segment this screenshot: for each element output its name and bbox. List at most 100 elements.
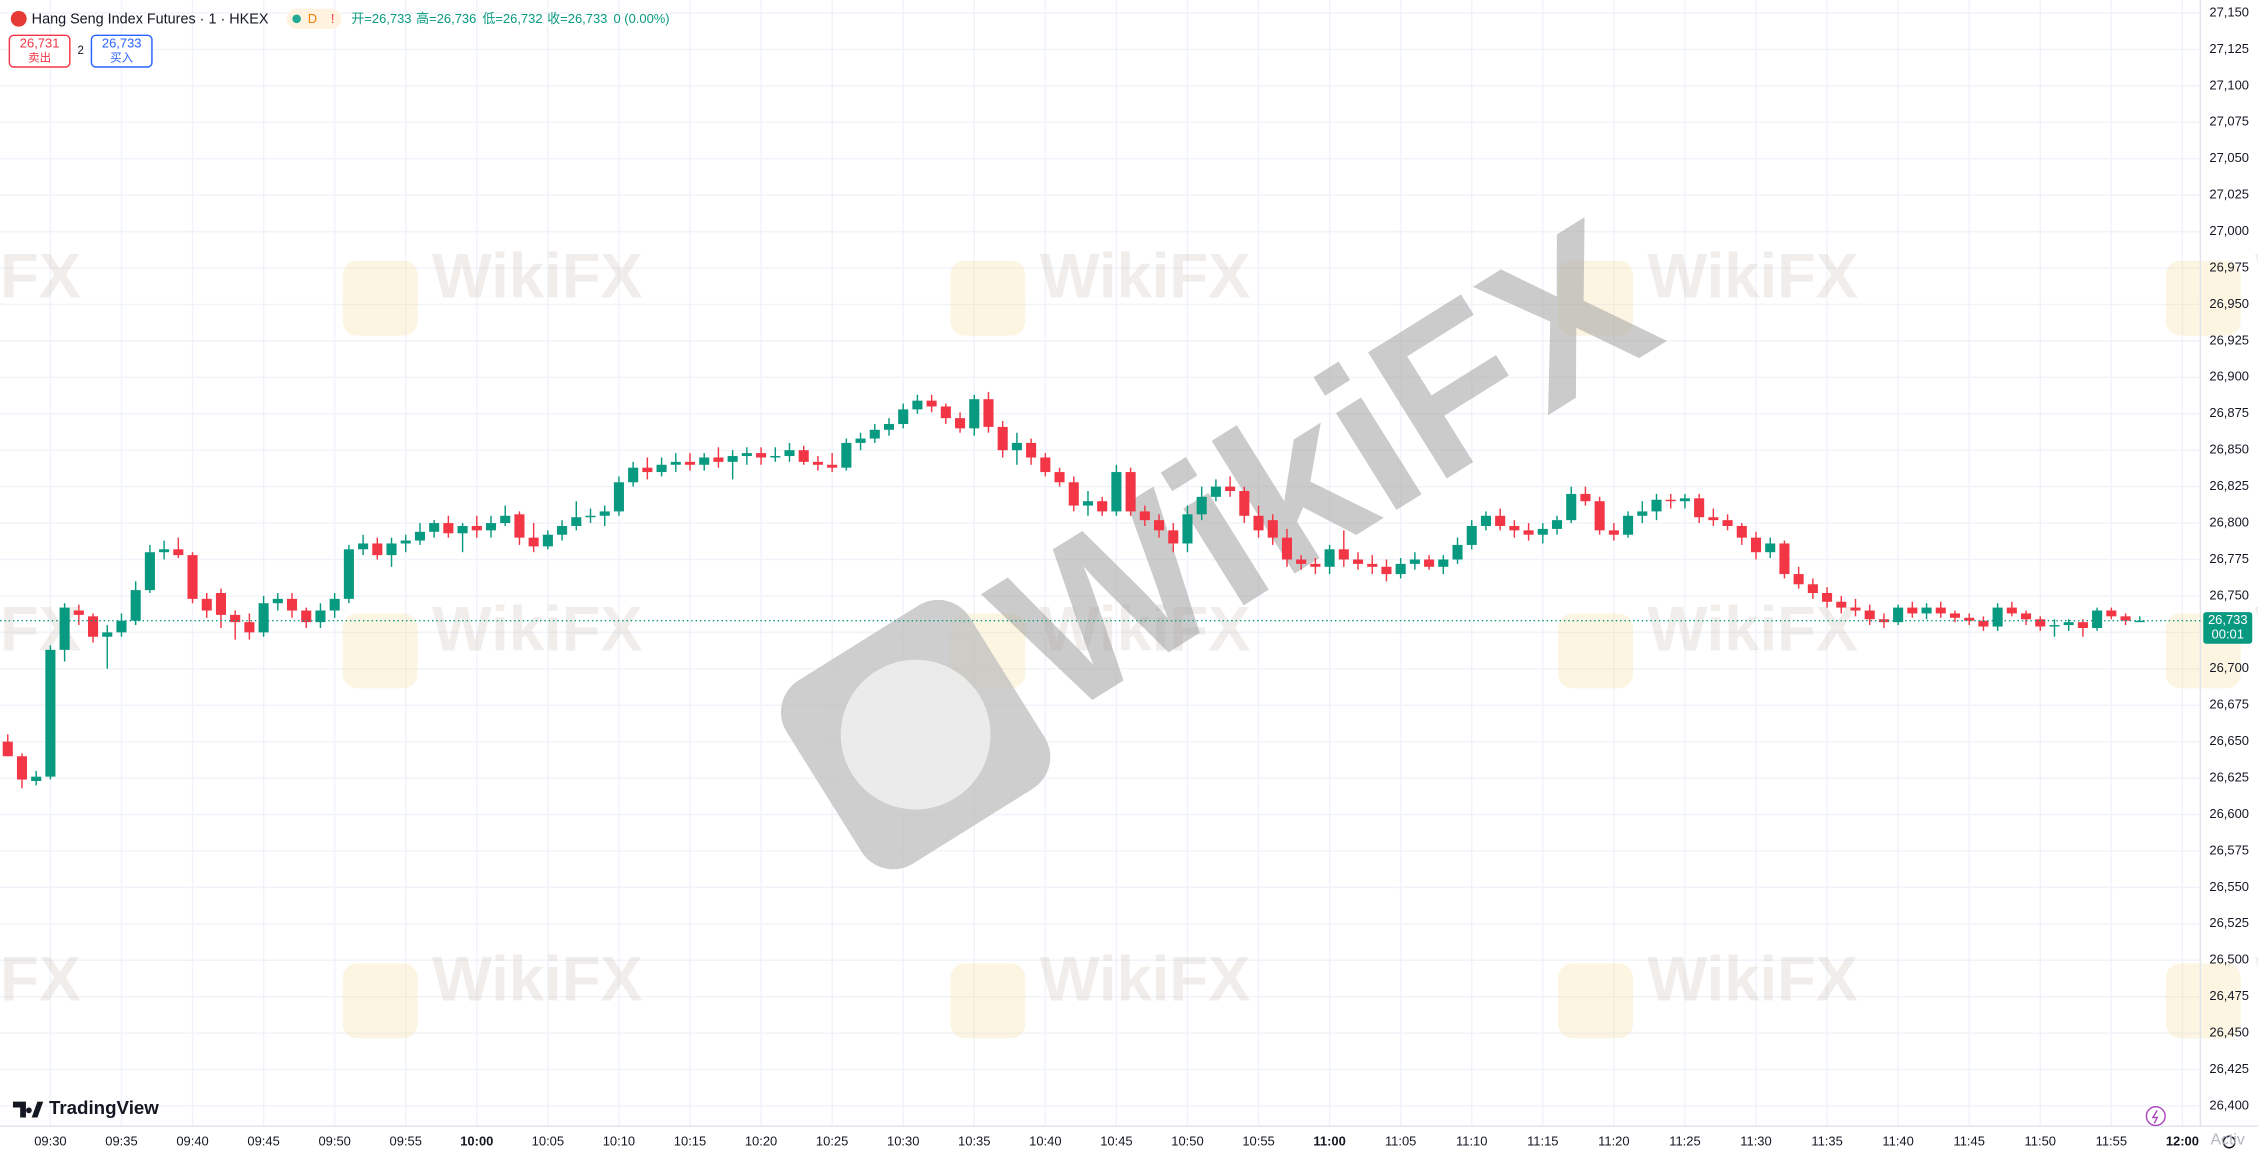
candle-body bbox=[400, 540, 411, 544]
candle-body bbox=[798, 450, 809, 462]
candle-body bbox=[1964, 617, 1975, 621]
x-tick-label: 11:55 bbox=[2096, 1133, 2127, 1148]
candle-body bbox=[955, 418, 966, 429]
candle-body bbox=[670, 461, 681, 465]
candle-body bbox=[230, 614, 241, 623]
candle-body bbox=[898, 409, 909, 424]
x-tick-label: 10:55 bbox=[1242, 1133, 1274, 1148]
x-tick-label: 09:50 bbox=[318, 1133, 350, 1148]
x-tick-label: 10:35 bbox=[958, 1133, 990, 1148]
watermark: WikiFX bbox=[432, 944, 643, 1014]
y-tick-label: 26,500 bbox=[2209, 952, 2249, 967]
candle-body bbox=[1708, 517, 1719, 521]
x-tick-label: 09:30 bbox=[34, 1133, 66, 1148]
x-tick-label: 11:40 bbox=[1882, 1133, 1913, 1148]
candle-body bbox=[343, 549, 354, 599]
y-tick-label: 26,475 bbox=[2209, 988, 2249, 1003]
candle-body bbox=[699, 457, 710, 465]
x-tick-label: 09:40 bbox=[176, 1133, 208, 1148]
y-tick-label: 26,650 bbox=[2209, 733, 2249, 748]
lightning-icon[interactable] bbox=[2145, 1105, 2166, 1127]
candle-body bbox=[88, 616, 99, 637]
y-tick-label: 27,075 bbox=[2209, 114, 2249, 129]
candle-body bbox=[1054, 472, 1065, 483]
badge[interactable]: ! bbox=[331, 11, 335, 26]
y-tick-label: 26,975 bbox=[2209, 259, 2249, 274]
x-tick-label: 11:35 bbox=[1811, 1133, 1842, 1148]
buy-price[interactable]: 26,733 bbox=[102, 35, 142, 50]
candle-body bbox=[1281, 537, 1292, 560]
candle-body bbox=[1822, 593, 1833, 602]
y-tick-label: 26,925 bbox=[2209, 332, 2249, 347]
watermark-logo bbox=[950, 260, 1026, 336]
candle-body bbox=[1097, 501, 1108, 512]
candle-body bbox=[1978, 620, 1989, 627]
y-tick-label: 26,850 bbox=[2209, 442, 2249, 457]
candle-body bbox=[1296, 559, 1307, 564]
candle-body bbox=[2092, 610, 2103, 628]
badge-bg bbox=[286, 8, 342, 29]
candle-body bbox=[31, 776, 42, 782]
candle-body bbox=[315, 610, 326, 623]
change: 0 (0.00%) bbox=[613, 11, 669, 26]
candle-body bbox=[1651, 499, 1662, 512]
badge[interactable]: D bbox=[308, 11, 317, 26]
candle-body bbox=[358, 543, 369, 550]
candle-body bbox=[514, 514, 525, 538]
candle-body bbox=[443, 523, 454, 534]
candle-body bbox=[159, 549, 170, 553]
candle-body bbox=[1921, 607, 1932, 614]
candle-body bbox=[45, 649, 56, 777]
candle-body bbox=[1068, 482, 1079, 506]
y-tick-label: 26,525 bbox=[2209, 915, 2249, 930]
x-tick-label: 11:25 bbox=[1669, 1133, 1700, 1148]
y-axis: 26,400 26,425 26,450 26,475 26,500 26,525 26,5… bbox=[2209, 4, 2249, 1112]
ohlc-label: 低=26,732 bbox=[482, 11, 542, 26]
x-tick-label: 10:00 bbox=[460, 1133, 493, 1148]
watermark-logo bbox=[1558, 963, 1634, 1039]
candle-body bbox=[1253, 515, 1264, 531]
sell-button[interactable] bbox=[8, 34, 71, 68]
candle-body bbox=[571, 517, 582, 526]
candle-body bbox=[272, 598, 283, 604]
candle-body bbox=[756, 453, 767, 458]
buy-button[interactable] bbox=[90, 34, 153, 68]
corner-text: Activ bbox=[2210, 1132, 2244, 1149]
candle-body bbox=[741, 453, 752, 457]
ohlc-label: 开=26,733 bbox=[351, 11, 411, 26]
x-tick-label: 11:10 bbox=[1456, 1133, 1487, 1148]
candle-body bbox=[329, 598, 340, 611]
y-tick-label: 26,775 bbox=[2209, 551, 2249, 566]
candle-body bbox=[1864, 610, 1875, 620]
candle-body bbox=[1040, 457, 1051, 473]
candle-body bbox=[585, 515, 596, 518]
watermark: WikiFX bbox=[1647, 594, 1858, 664]
last-price-tag bbox=[2203, 612, 2253, 644]
settings-icon[interactable] bbox=[2222, 1135, 2236, 1149]
candle-body bbox=[144, 552, 155, 591]
y-tick-label: 26,675 bbox=[2209, 697, 2249, 712]
candle-body bbox=[812, 461, 823, 465]
x-tick-label: 09:55 bbox=[390, 1133, 422, 1148]
candle-body bbox=[1466, 525, 1477, 545]
candle-body bbox=[827, 464, 838, 468]
x-tick-label: 10:20 bbox=[745, 1133, 777, 1148]
x-tick-label: 11:15 bbox=[1527, 1133, 1558, 1148]
logo-icon bbox=[12, 1101, 44, 1118]
candle-body bbox=[1452, 544, 1463, 560]
x-tick-label: 09:45 bbox=[247, 1133, 279, 1148]
watermark: WikiFX bbox=[0, 242, 81, 312]
candle-body bbox=[457, 525, 468, 534]
candle-body bbox=[1637, 511, 1648, 516]
buy-label[interactable]: 买入 bbox=[110, 51, 134, 64]
candle-body bbox=[883, 423, 895, 430]
candle-body bbox=[1424, 559, 1435, 567]
candle-body bbox=[372, 543, 383, 556]
candle-body bbox=[869, 429, 880, 439]
candle-body bbox=[642, 467, 653, 473]
watermark-logo bbox=[2165, 963, 2241, 1039]
sell-price[interactable]: 26,731 bbox=[20, 35, 60, 50]
sell-label[interactable]: 卖出 bbox=[28, 50, 51, 64]
candle-body bbox=[1139, 511, 1150, 521]
